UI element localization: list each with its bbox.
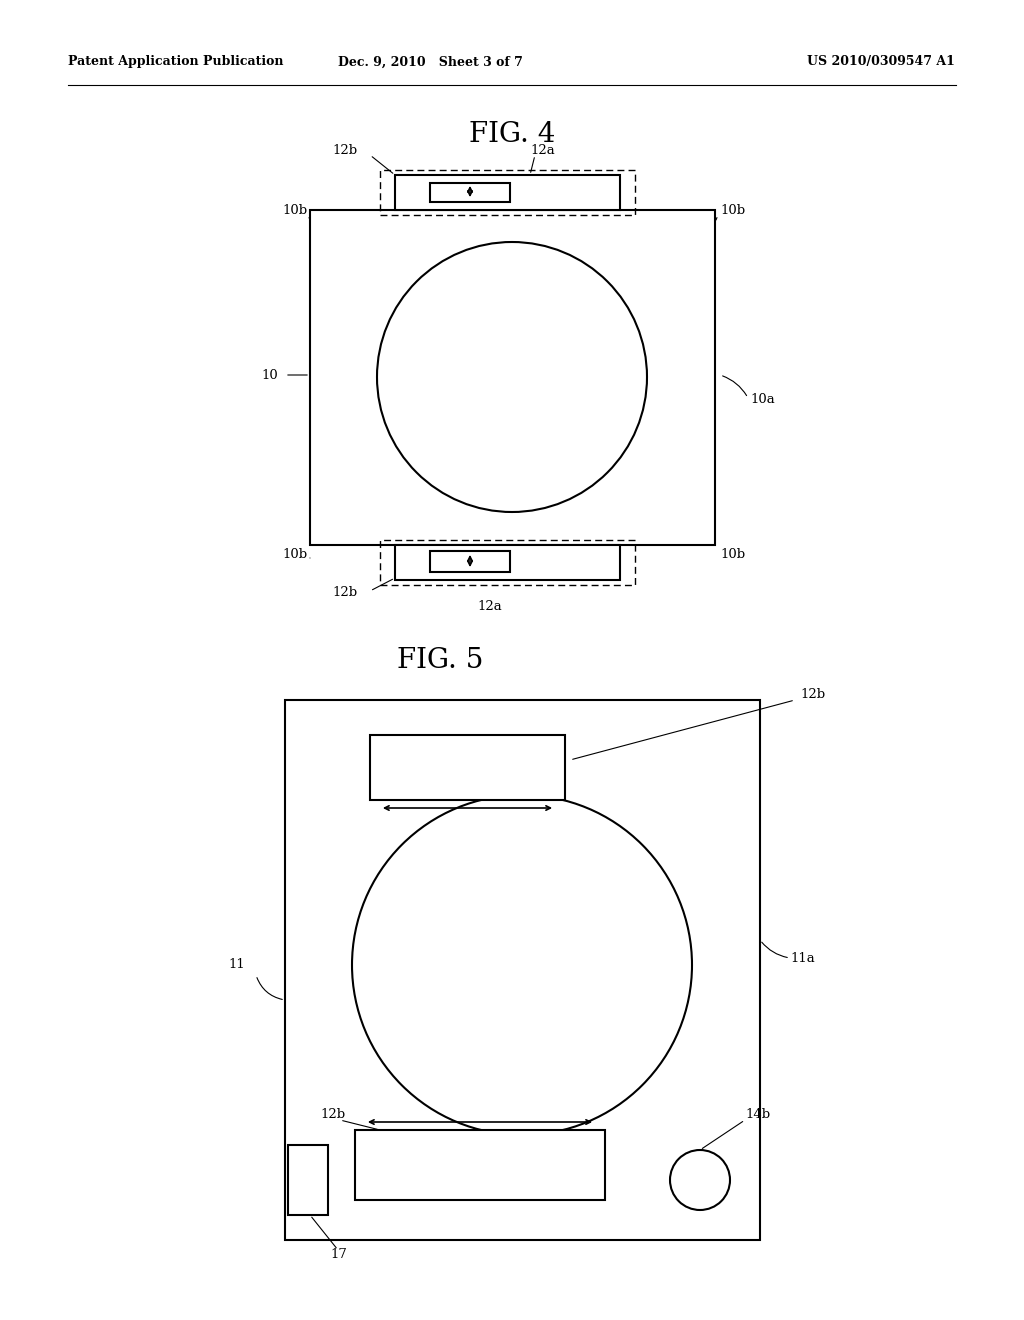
Text: 12b: 12b [333, 586, 358, 599]
Bar [395, 176, 620, 210]
Text: Patent Application Publication: Patent Application Publication [68, 55, 284, 69]
Bar [430, 550, 510, 572]
Text: 12b: 12b [800, 689, 825, 701]
Bar [355, 1130, 605, 1200]
Text: FIG. 5: FIG. 5 [397, 647, 483, 673]
Bar [370, 735, 565, 800]
Bar [285, 700, 760, 1239]
Ellipse shape [352, 795, 692, 1135]
Bar [310, 210, 715, 545]
Bar [288, 1144, 328, 1214]
Text: 10b: 10b [283, 549, 308, 561]
Ellipse shape [670, 1150, 730, 1210]
Bar [395, 545, 620, 579]
Text: 11: 11 [228, 958, 245, 972]
Text: 12a: 12a [530, 144, 555, 157]
Text: 12b: 12b [319, 1109, 345, 1122]
Ellipse shape [377, 242, 647, 512]
Text: 14b: 14b [745, 1109, 770, 1122]
Bar [380, 540, 635, 585]
Text: 10b: 10b [283, 203, 308, 216]
Text: 10a: 10a [750, 393, 775, 407]
Text: Dec. 9, 2010   Sheet 3 of 7: Dec. 9, 2010 Sheet 3 of 7 [338, 55, 522, 69]
Text: US 2010/0309547 A1: US 2010/0309547 A1 [807, 55, 955, 69]
Text: 12b: 12b [333, 144, 358, 157]
Bar [380, 170, 635, 215]
Text: 17: 17 [330, 1249, 347, 1262]
Bar [430, 183, 510, 202]
Text: 11a: 11a [790, 952, 815, 965]
Text: FIG. 4: FIG. 4 [469, 121, 555, 149]
Text: 10b: 10b [720, 549, 745, 561]
Text: 12a: 12a [477, 601, 503, 612]
Text: 10: 10 [261, 368, 278, 381]
Text: 10b: 10b [720, 203, 745, 216]
